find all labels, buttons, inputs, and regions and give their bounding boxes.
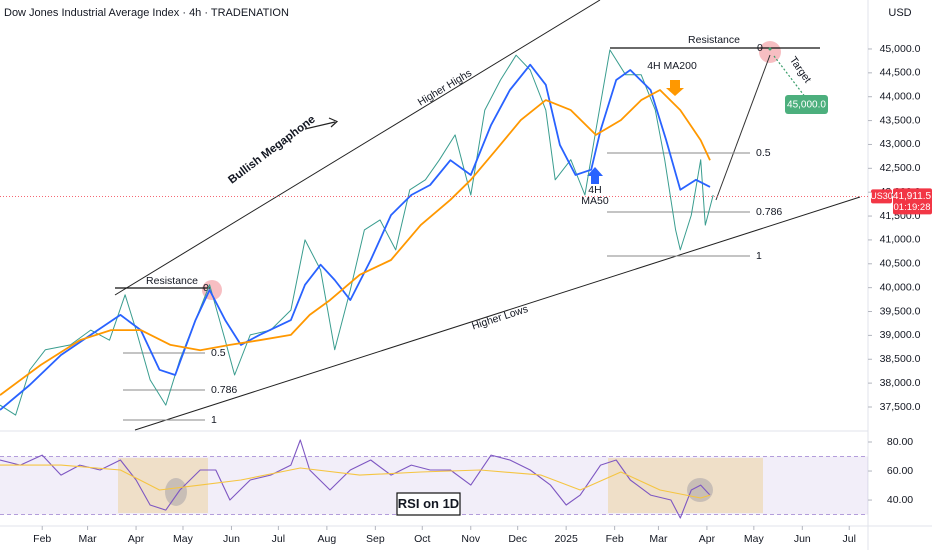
x-tick-label: Mar [79, 533, 98, 545]
arrow [304, 121, 336, 130]
x-tick-label: Aug [318, 533, 337, 545]
x-tick-label: May [744, 533, 765, 545]
target-box [785, 95, 828, 114]
annotation: 4H MA200 [647, 60, 697, 72]
y-tick-label: 39,000.0 [880, 329, 921, 341]
ma200-arrow [666, 80, 684, 96]
annotation: Resistance [688, 34, 740, 46]
y-tick-label: 41,000.0 [880, 234, 921, 246]
target-label: 45,000.0 [787, 100, 826, 111]
x-tick-label: Feb [606, 533, 624, 545]
highlight-ellipse [165, 478, 187, 506]
x-tick-label: Apr [699, 533, 716, 545]
y-tick-label: 40,500.0 [880, 258, 921, 270]
symbol-box [871, 189, 892, 204]
fib-label: 0 [757, 42, 763, 54]
y-tick-label: 45,000.0 [880, 43, 921, 55]
y-tick-label: 43,500.0 [880, 114, 921, 126]
x-tick-label: Dec [508, 533, 527, 545]
fib-label: 0.5 [756, 147, 771, 159]
x-tick-label: Apr [128, 533, 145, 545]
rsi-title: RSI on 1D [398, 496, 459, 511]
symbol-label: US30 [870, 191, 893, 201]
x-tick-label: Feb [33, 533, 51, 545]
x-tick-label: 2025 [554, 533, 578, 545]
y-tick-label: 42,500.0 [880, 162, 921, 174]
x-tick-label: Jun [223, 533, 240, 545]
x-tick-label: Sep [366, 533, 385, 545]
arrow-head [328, 117, 339, 128]
x-tick-label: Jul [843, 533, 856, 545]
series-line [0, 464, 711, 499]
y-tick-label: 43,000.0 [880, 138, 921, 150]
fib-label: 0 [203, 282, 209, 294]
y-tick-label: 40,000.0 [880, 281, 921, 293]
ma50-arrow [587, 167, 603, 184]
y-tick-label: 38,500.0 [880, 353, 921, 365]
trend-line [134, 196, 861, 431]
chart-title: Dow Jones Industrial Average Index · 4h … [4, 7, 289, 19]
annotation: Resistance [146, 275, 198, 287]
rsi-title-box [396, 492, 461, 516]
x-tick-label: Mar [649, 533, 668, 545]
x-tick-label: Nov [461, 533, 480, 545]
y-tick-label: 39,500.0 [880, 305, 921, 317]
fib-label: 0.5 [211, 347, 226, 359]
y-tick-label: 44,500.0 [880, 67, 921, 79]
y-tick-label: 37,500.0 [880, 401, 921, 413]
series-line [0, 89, 711, 396]
y-tick-label: 38,000.0 [880, 377, 921, 389]
currency-label: USD [888, 7, 911, 19]
fib-label: 0.786 [756, 206, 782, 218]
countdown-label: 01:19:28 [894, 202, 931, 213]
price-label: 41,911.5 [893, 191, 932, 202]
marker-circle [759, 41, 781, 63]
y-tick-label: 80.00 [887, 436, 913, 448]
price-box [893, 188, 932, 215]
fib-label: 1 [211, 414, 217, 426]
series-line [0, 63, 711, 411]
trend-line [114, 0, 601, 296]
x-tick-label: Jun [794, 533, 811, 545]
projection-line [715, 54, 771, 201]
fib-label: 1 [756, 250, 762, 262]
annotation: 4H [588, 184, 601, 196]
x-tick-label: May [173, 533, 194, 545]
x-tick-label: Jul [272, 533, 285, 545]
x-tick-label: Oct [414, 533, 430, 545]
fib-label: 0.786 [211, 384, 237, 396]
target-point [768, 47, 772, 51]
y-tick-label: 44,000.0 [880, 90, 921, 102]
y-tick-label: 60.00 [887, 465, 913, 477]
annotation: MA50 [581, 195, 609, 207]
target-line [773, 55, 807, 99]
y-tick-label: 40.00 [887, 494, 913, 506]
